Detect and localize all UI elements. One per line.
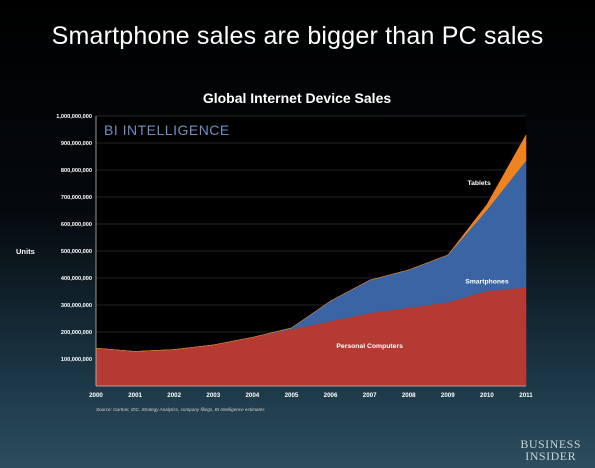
y-tick-label: 300,000,000 bbox=[61, 303, 92, 309]
y-tick-label: 800,000,000 bbox=[61, 168, 92, 174]
x-tick-label: 2005 bbox=[285, 392, 299, 399]
y-tick-label: 100,000,000 bbox=[61, 357, 92, 363]
x-tick-label: 2010 bbox=[480, 392, 494, 399]
series-label: Personal Computers bbox=[336, 343, 403, 350]
x-tick-label: 2006 bbox=[324, 392, 338, 399]
x-tick-label: 2011 bbox=[519, 392, 533, 399]
source-note: Source: Gartner, IDC, Strategy Analytics… bbox=[96, 407, 265, 412]
y-tick-labels: 100,000,000 200,000,000 300,000,000 400,000… bbox=[56, 114, 92, 363]
brand-line-2: INSIDER bbox=[525, 449, 577, 463]
area-chart: Global Internet Device Sales 100,000,000… bbox=[16, 90, 533, 412]
series-label: Tablets bbox=[467, 180, 491, 187]
y-tick-label: 900,000,000 bbox=[61, 141, 92, 147]
series-area-tablets bbox=[95, 133, 527, 352]
series-label: Smartphones bbox=[465, 278, 509, 285]
y-tick-label: 400,000,000 bbox=[61, 276, 92, 282]
x-tick-label: 2008 bbox=[402, 392, 416, 399]
x-tick-label: 2003 bbox=[206, 392, 220, 399]
x-tick-label: 2001 bbox=[128, 392, 142, 399]
bi-intelligence-watermark: BI INTELLIGENCE bbox=[104, 122, 230, 138]
x-tick-labels: 2000 2001 2002 2003 2004 2005 2006 2007 2008 2009… bbox=[89, 392, 533, 399]
axes bbox=[95, 116, 526, 387]
business-insider-logo: BUSINESS INSIDER bbox=[520, 438, 581, 462]
chart-container: Global Internet Device Sales 100,000,000… bbox=[0, 80, 595, 430]
y-tick-label: 500,000,000 bbox=[61, 249, 92, 255]
x-tick-label: 2002 bbox=[167, 392, 181, 399]
x-tick-label: 2009 bbox=[441, 392, 455, 399]
y-tick-label: 1,000,000,000 bbox=[56, 114, 92, 120]
brand-line-1: BUSINESS bbox=[520, 437, 581, 451]
y-axis-label: Units bbox=[16, 247, 35, 256]
x-tick-label: 2000 bbox=[89, 392, 103, 399]
y-tick-label: 200,000,000 bbox=[61, 330, 92, 336]
series-labels: Personal Computers Smartphones Tablets bbox=[336, 180, 508, 350]
page-headline: Smartphone sales are bigger than PC sale… bbox=[51, 22, 544, 50]
x-tick-label: 2004 bbox=[245, 392, 259, 399]
y-tick-label: 600,000,000 bbox=[61, 222, 92, 228]
chart-title: Global Internet Device Sales bbox=[203, 90, 392, 106]
x-tick-label: 2007 bbox=[363, 392, 377, 399]
y-tick-label: 700,000,000 bbox=[61, 195, 92, 201]
